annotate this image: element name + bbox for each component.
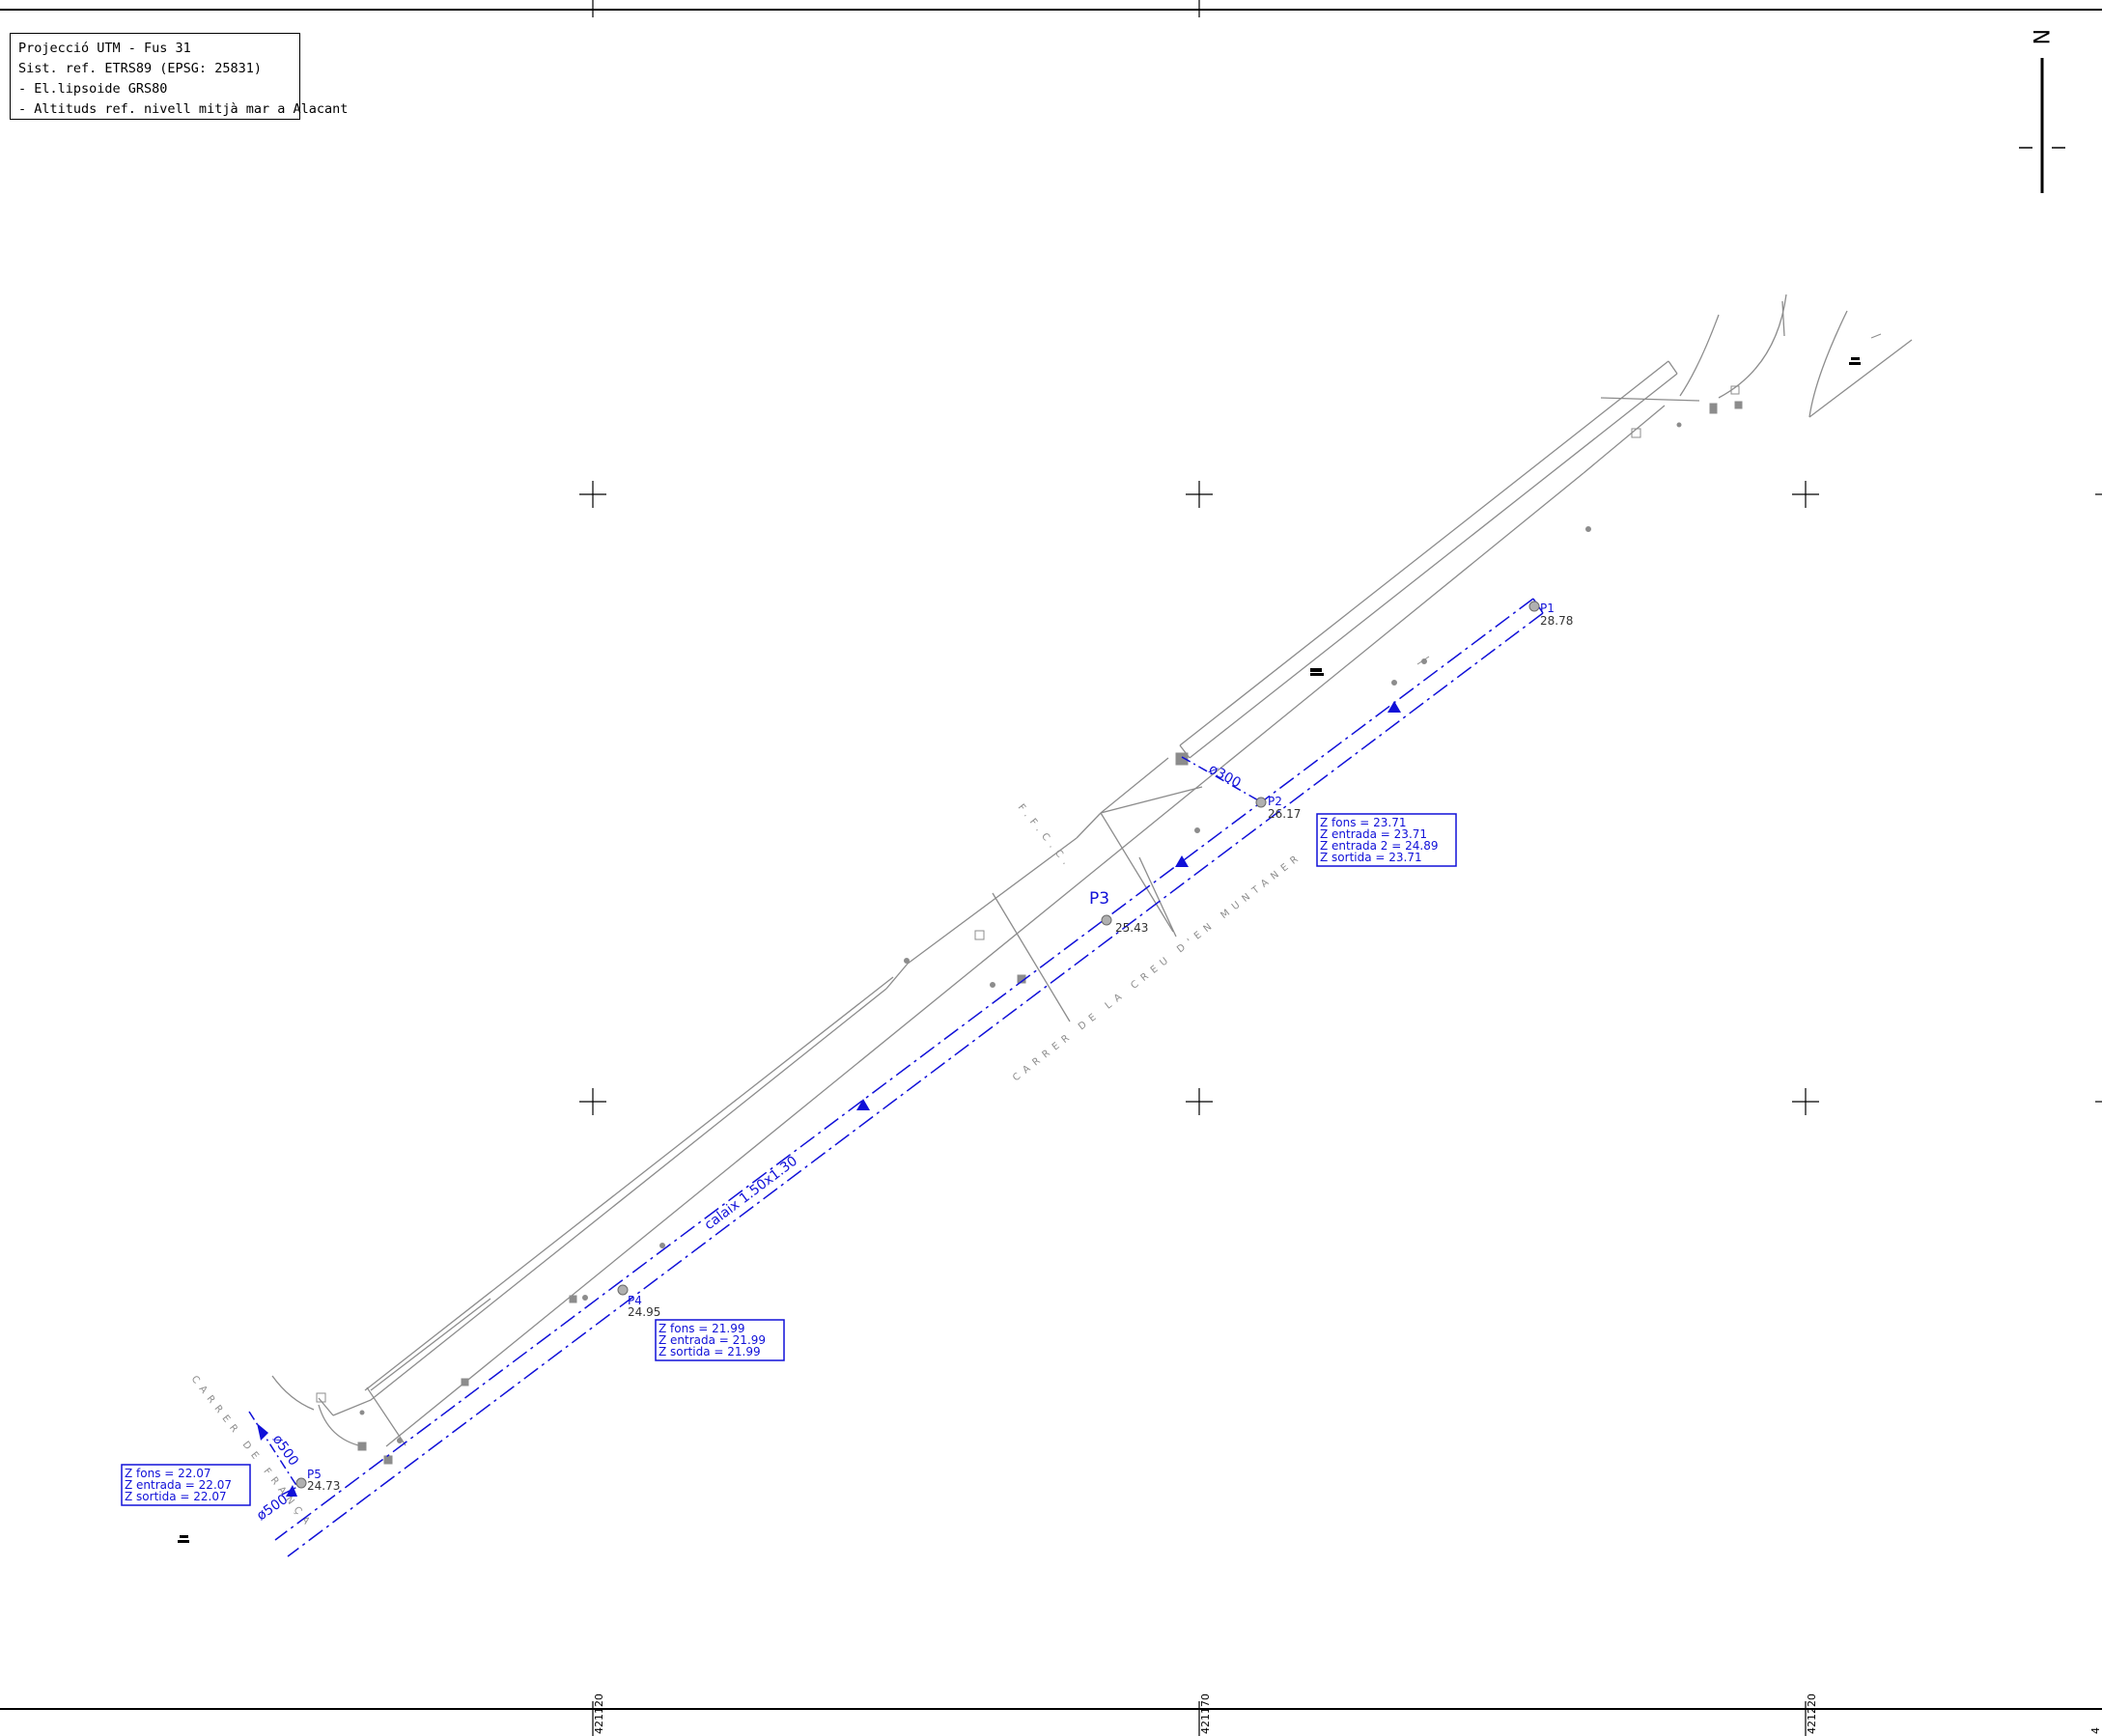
projection-info-box: Projecció UTM - Fus 31 Sist. ref. ETRS89… — [10, 33, 349, 120]
ellipsoid-line: - El.lipsoide GRS80 — [18, 81, 168, 97]
street-name-creu: CARRER DE LA CREU D'EN MUNTANER — [1011, 851, 1304, 1083]
box-p4-line: Z sortida = 21.99 — [659, 1345, 761, 1358]
manhole-p4: P4 24.95 — [617, 1284, 660, 1319]
elevation-box-p4: Z fons = 21.99 Z entrada = 21.99 Z sorti… — [655, 1319, 785, 1361]
box-p4-line: Z fons = 21.99 — [659, 1322, 745, 1335]
north-arrow-icon: N — [2019, 29, 2065, 193]
box-p4-line: Z entrada = 21.99 — [659, 1333, 766, 1347]
calaix-label: calaix 1.50x1.30 — [702, 1154, 800, 1234]
survey-point-marks — [178, 357, 1861, 1543]
pipe-labels: calaix 1.50x1.30 ø300 ø500 ø500 — [254, 762, 1244, 1525]
manhole-p4-name: P4 — [628, 1294, 642, 1307]
box-p2-line: Z entrada 2 = 24.89 — [1320, 839, 1438, 853]
altitude-reference-line: - Altituds ref. nivell mitjà mar a Alaca… — [18, 101, 349, 117]
manhole-p5: P5 24.73 — [295, 1468, 340, 1493]
manholes: P1 28.78 P2 26.17 P3 25.43 P4 24.95 P5 2… — [295, 601, 1573, 1493]
manhole-p2-elevation: 26.17 — [1268, 807, 1301, 821]
manhole-p2-name: P2 — [1268, 795, 1282, 808]
coord-label-421220: 421220 — [1806, 1694, 1818, 1734]
street-names: F.F.C.C. CARRER DE LA CREU D'EN MUNTANER… — [189, 802, 1305, 1531]
box-p5-line: Z entrada = 22.07 — [125, 1478, 232, 1492]
flow-arrow-icon — [286, 1485, 297, 1497]
grid-crosses — [579, 481, 2102, 1115]
street-linework — [271, 294, 1913, 1447]
manhole-p3-name: P3 — [1089, 889, 1109, 909]
coordinate-labels: 421120 421170 421220 4 — [593, 1694, 2102, 1734]
flow-arrows — [257, 701, 1401, 1497]
box-p2-line: Z entrada = 23.71 — [1320, 827, 1427, 841]
manhole-p5-elevation: 24.73 — [307, 1479, 340, 1493]
box-p2-line: Z fons = 23.71 — [1320, 816, 1407, 829]
flow-arrow-icon — [1387, 701, 1401, 713]
manhole-p5-name: P5 — [307, 1468, 322, 1481]
manhole-p3-elevation: 25.43 — [1115, 921, 1148, 935]
box-p5-line: Z fons = 22.07 — [125, 1467, 211, 1480]
elevation-box-p2: Z fons = 23.71 Z entrada = 23.71 Z entra… — [1316, 813, 1457, 867]
coord-label-421170: 421170 — [1199, 1694, 1212, 1734]
box-p5-line: Z sortida = 22.07 — [125, 1490, 227, 1503]
coord-label-421120: 421120 — [593, 1694, 605, 1734]
branch-pipes — [248, 756, 1261, 1496]
reference-system-line: Sist. ref. ETRS89 (EPSG: 25831) — [18, 61, 262, 76]
pipe-300-label: ø300 — [1206, 762, 1244, 792]
box-culvert — [274, 598, 1544, 1557]
manhole-p3: P3 25.43 — [1089, 889, 1148, 935]
flow-arrow-icon — [1175, 855, 1189, 867]
north-label: N — [2028, 29, 2052, 44]
manhole-p1-elevation: 28.78 — [1540, 614, 1573, 628]
pipe-500-label-lower: ø500 — [254, 1492, 291, 1524]
manhole-p4-elevation: 24.95 — [628, 1305, 660, 1319]
manhole-p1: P1 28.78 — [1528, 601, 1573, 628]
elevation-box-p5: Z fons = 22.07 Z entrada = 22.07 Z sorti… — [121, 1464, 251, 1506]
projection-line: Projecció UTM - Fus 31 — [18, 41, 191, 56]
manhole-p1-name: P1 — [1540, 602, 1555, 615]
coord-label-edge: 4 — [2089, 1727, 2102, 1734]
manhole-p2: P2 26.17 — [1255, 795, 1301, 821]
box-p2-line: Z sortida = 23.71 — [1320, 851, 1422, 864]
flow-arrow-icon — [257, 1423, 268, 1441]
flow-arrow-icon — [856, 1099, 870, 1110]
